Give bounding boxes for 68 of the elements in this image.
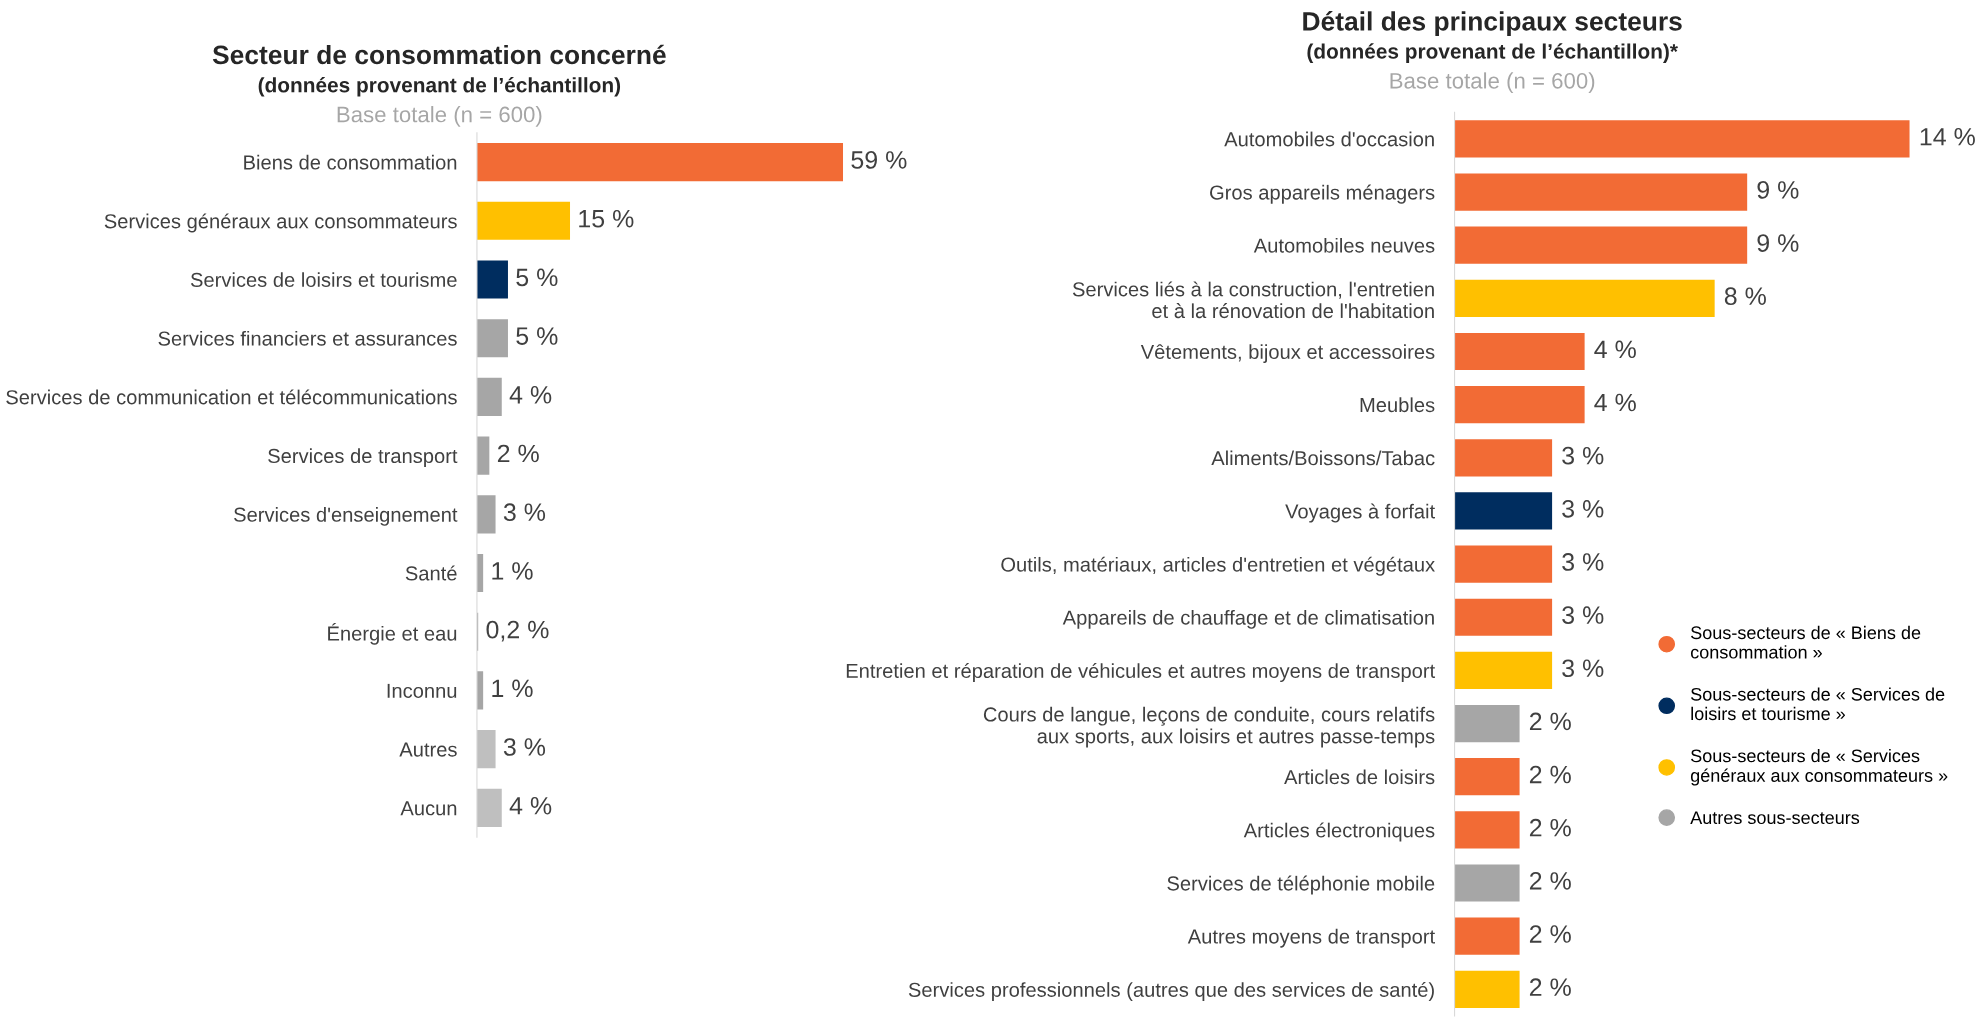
chart-subtitle: (données provenant de l’échantillon)* (1307, 43, 1678, 63)
data-label: 2 % (1529, 872, 1571, 890)
data-label: 4 % (1594, 393, 1636, 412)
y-tick-label: Aliments/Boissons/Tabac (1211, 450, 1435, 466)
data-label: 5 % (516, 268, 558, 287)
data-label: 15 % (579, 209, 634, 228)
y-tick-label: Appareils de chauffage et de climatisation (1062, 609, 1434, 629)
legend-label: Sous-secteurs de « Biens de consommation » (1690, 625, 1921, 659)
y-tick-label: Santé (405, 565, 457, 581)
y-tick-label: Aucun (400, 801, 457, 816)
y-tick-label: Services généraux aux consommateurs (104, 213, 457, 233)
data-label: 8 % (1724, 287, 1766, 306)
legend-label: Autres sous-secteurs (1690, 811, 1860, 825)
data-label: 3 % (1562, 606, 1604, 624)
y-tick-label: Outils, matériaux, articles d'entretien et végétaux (1001, 556, 1435, 576)
y-tick-label: Cours de langue, leçons de conduite, cours relatifs aux sports, aux loisirs et autres passe-temps (983, 706, 1435, 748)
data-label: 5 % (516, 327, 558, 345)
data-label: 59 % (851, 151, 907, 169)
legend-label: Sous-secteurs de « Services généraux aux consommateurs » (1690, 748, 1948, 786)
y-tick-label: Autres moyens de transport (1187, 928, 1435, 948)
y-tick-label: Gros appareils ménagers (1210, 184, 1435, 204)
y-tick-label: Services de communication et télécommunications (6, 389, 457, 405)
y-tick-label: Services professionnels (autres que des services de santé) (908, 981, 1434, 1001)
y-tick-label: Services financiers et assurances (158, 330, 457, 346)
data-label: 14 % (1920, 128, 1975, 146)
y-tick-label: Automobiles neuves (1253, 237, 1435, 253)
data-label: 2 % (1529, 925, 1571, 943)
data-label: 3 % (1562, 499, 1604, 518)
y-tick-label: Services de téléphonie mobile (1167, 875, 1435, 895)
data-label: 1 % (492, 562, 533, 580)
y-tick-label: Meubles (1360, 397, 1435, 413)
data-label: 0,2 % (486, 620, 549, 642)
text: Base totale (n = 600) (1390, 72, 1595, 94)
data-label: 3 % (1562, 446, 1604, 465)
data-label: 2 % (497, 444, 539, 463)
legend-label: Sous-secteurs de « Services de loisirs et tourisme » (1691, 687, 1945, 721)
y-tick-label: Articles électroniques (1243, 822, 1435, 842)
y-tick-label: Autres (399, 742, 457, 757)
data-label: 4 % (509, 796, 552, 815)
data-label: 3 % (1562, 553, 1604, 571)
chart-subtitle: (données provenant de l’échantillon) (258, 76, 621, 97)
y-tick-label: Entretien et réparation de véhicules et autres moyens de transport (846, 662, 1436, 682)
data-label: 3 % (503, 738, 546, 756)
y-tick-label: Services d'enseignement (234, 507, 458, 526)
data-label: 2 % (1529, 818, 1571, 837)
data-label: 1 % (492, 679, 533, 698)
data-label: 9 % (1757, 181, 1799, 199)
chart-title: Secteur de consommation concerné (212, 44, 666, 65)
chart-title: Détail des principaux secteurs (1303, 11, 1682, 36)
y-tick-label: Voyages à forfait (1285, 503, 1435, 523)
y-tick-label: Automobiles d'occasion (1224, 131, 1434, 147)
y-tick-label: Services liés à la construction, l'entretien et à la rénovation de l'habitation (1072, 281, 1434, 319)
y-tick-label: Énergie et eau (328, 623, 457, 645)
data-label: 2 % (1529, 765, 1571, 784)
text: Base totale (n = 600) (337, 106, 542, 127)
data-label: 4 % (509, 386, 552, 404)
y-tick-label: Inconnu (387, 683, 457, 698)
y-tick-label: Biens de consommation (244, 154, 457, 170)
y-tick-label: Services de transport (268, 448, 458, 468)
data-label: 2 % (1529, 978, 1571, 996)
y-tick-label: Articles de loisirs (1284, 769, 1435, 785)
data-label: 3 % (1562, 659, 1604, 678)
y-tick-label: Services de loisirs et tourisme (190, 272, 457, 287)
data-label: 4 % (1594, 340, 1636, 359)
y-tick-label: Vêtements, bijoux et accessoires (1140, 344, 1435, 363)
data-label: 2 % (1529, 712, 1571, 731)
data-label: 9 % (1757, 234, 1799, 252)
data-label: 3 % (503, 503, 546, 522)
